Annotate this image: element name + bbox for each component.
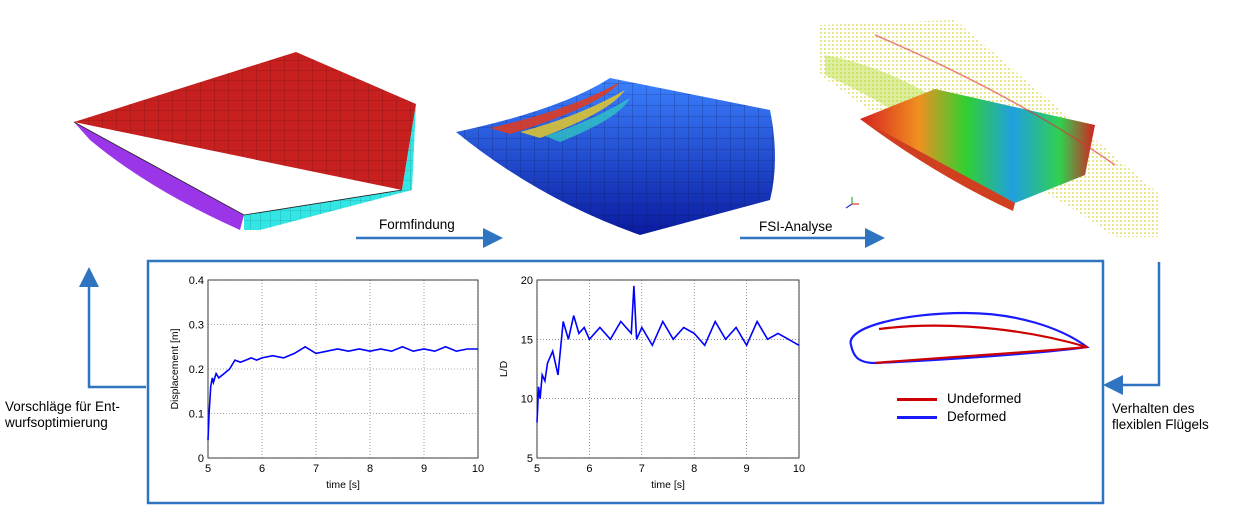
x-tick-label: 8 bbox=[691, 463, 697, 475]
y-tick-label: 0 bbox=[198, 453, 204, 465]
x-tick-label: 7 bbox=[313, 463, 319, 475]
y-axis-label: Displacement [m] bbox=[169, 328, 181, 409]
y-tick-label: 0.2 bbox=[189, 364, 204, 376]
y-tick-label: 20 bbox=[521, 275, 533, 287]
legend-item-undeformed: Undeformed bbox=[897, 390, 1021, 408]
y-tick-label: 0.3 bbox=[189, 320, 204, 332]
x-tick-label: 8 bbox=[367, 463, 373, 475]
results-box bbox=[146, 259, 1105, 505]
y-axis-label: L/D bbox=[498, 360, 510, 377]
legend-label-deformed: Deformed bbox=[947, 409, 1007, 424]
x-tick-label: 9 bbox=[421, 463, 427, 475]
x-tick-label: 9 bbox=[744, 463, 750, 475]
y-tick-label: 0.1 bbox=[189, 409, 204, 421]
x-tick-label: 5 bbox=[534, 463, 540, 475]
fsi-analyse-label: FSI-Analyse bbox=[759, 219, 833, 234]
legend: Undeformed Deformed bbox=[897, 390, 1021, 426]
x-tick-label: 7 bbox=[639, 463, 645, 475]
x-tick-label: 6 bbox=[586, 463, 592, 475]
left-label-line-1: Vorschläge für Ent- bbox=[5, 399, 120, 414]
x-tick-label: 10 bbox=[472, 463, 484, 475]
x-axis-label: time [s] bbox=[326, 479, 360, 490]
legend-item-deformed: Deformed bbox=[897, 408, 1021, 426]
left-feedback-arrow bbox=[79, 267, 146, 389]
series-line bbox=[536, 285, 800, 423]
displacement-chart: 5 6 7 8 9 10 0 0.1 0.2 0.3 0.4 time [s] Displacement… bbox=[169, 275, 484, 490]
right-process-label: Verhalten des flexiblen Flügels bbox=[1112, 401, 1232, 433]
x-tick-label: 10 bbox=[793, 463, 805, 475]
right-label-line-1: Verhalten des bbox=[1112, 401, 1195, 416]
plot-frame bbox=[536, 279, 800, 459]
axis-triad-icon bbox=[845, 197, 859, 209]
undeformed-airfoil bbox=[874, 324, 1088, 365]
right-feedback-arrow bbox=[1103, 262, 1161, 395]
wing-fsi-render bbox=[820, 20, 1160, 237]
formfindung-label: Formfindung bbox=[379, 217, 455, 232]
x-axis-label: time [s] bbox=[651, 479, 685, 490]
x-tick-label: 5 bbox=[205, 463, 211, 475]
y-tick-label: 5 bbox=[527, 453, 533, 465]
left-label-line-2: wurfsoptimierung bbox=[5, 415, 108, 430]
series-line bbox=[207, 345, 478, 441]
legend-label-undeformed: Undeformed bbox=[947, 391, 1022, 406]
lift-drag-chart: 5 6 7 8 9 10 5 10 15 20 time [s] L/D bbox=[498, 275, 805, 490]
left-process-label: Vorschläge für Ent- wurfsoptimierung bbox=[5, 399, 150, 431]
wing-initial-render bbox=[73, 52, 416, 230]
wing-formfound-render bbox=[456, 78, 775, 235]
x-tick-label: 6 bbox=[259, 463, 265, 475]
y-tick-label: 0.4 bbox=[189, 275, 204, 287]
right-label-line-2: flexiblen Flügels bbox=[1112, 417, 1209, 432]
airfoil-comparison bbox=[849, 311, 1090, 365]
legend-swatch-deformed bbox=[897, 415, 937, 419]
legend-swatch-undeformed bbox=[897, 397, 937, 401]
y-tick-label: 10 bbox=[521, 394, 533, 406]
y-tick-label: 15 bbox=[521, 334, 533, 346]
